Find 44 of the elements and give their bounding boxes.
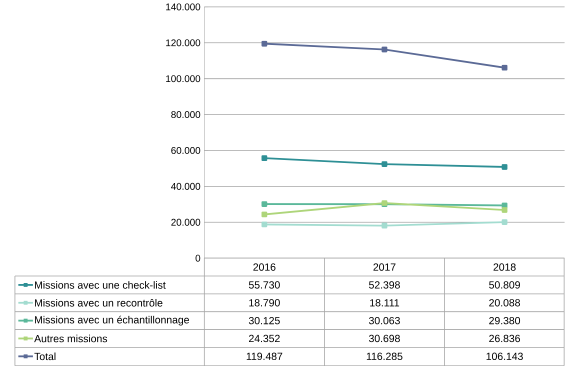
point (502, 164, 508, 170)
y-tick-label: 40.000 (171, 182, 200, 190)
legend-label: Missions avec un recontrôle (35, 298, 162, 307)
data-label: 30.698 (368, 334, 400, 342)
data-label: 106.143 (486, 352, 523, 360)
point (382, 46, 388, 52)
x-tick-label: 2018 (494, 263, 516, 271)
legend-label: Missions avec une check-list (35, 281, 166, 289)
point (502, 202, 508, 208)
y-tick-label: 0 (196, 254, 200, 262)
legend-label: Total (34, 352, 56, 360)
data-label: 18.111 (370, 299, 400, 306)
data-label: 18.790 (249, 299, 280, 306)
data-label: 24.352 (249, 334, 280, 342)
x-tick-label: 2017 (373, 263, 396, 271)
point (502, 219, 508, 225)
data-label: 52.398 (368, 281, 400, 288)
point (262, 155, 268, 161)
point (382, 161, 388, 167)
y-tick-label: 100.000 (166, 75, 200, 82)
y-tick-label: 120.000 (166, 39, 200, 46)
data-label: 119.487 (246, 352, 282, 360)
point (262, 221, 268, 228)
point (382, 222, 388, 228)
point (262, 211, 268, 218)
data-label: 26.836 (489, 334, 520, 342)
y-tick-label: 140.000 (166, 3, 200, 10)
data-label: 55.730 (248, 281, 280, 288)
point (262, 40, 268, 46)
x-tick-label: 2016 (253, 263, 276, 271)
legend-label: Missions avec un échantillonnage (35, 316, 189, 326)
data-label: 30.125 (248, 316, 280, 324)
point (502, 207, 508, 213)
y-tick-label: 60.000 (171, 146, 200, 154)
point (262, 201, 268, 207)
data-label: 29.380 (489, 316, 520, 324)
y-tick-label: 20.000 (171, 218, 200, 226)
data-label: 30.063 (368, 316, 400, 324)
data-label: 20.088 (489, 299, 520, 306)
data-label: 50.809 (489, 281, 520, 288)
y-tick-label: 80.000 (171, 111, 200, 118)
legend-label: Autres missions (34, 334, 108, 342)
data-label: 116.285 (366, 352, 402, 360)
point (502, 64, 508, 70)
